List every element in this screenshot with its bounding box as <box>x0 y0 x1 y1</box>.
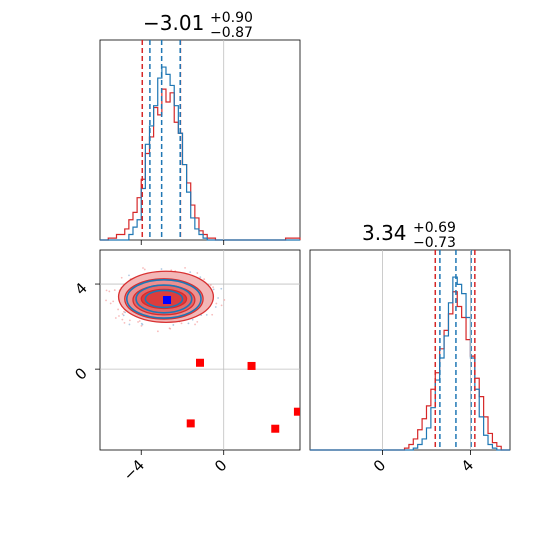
sample-point <box>217 297 220 299</box>
histogram-frame-param-2 <box>309 249 511 451</box>
title-param-1: −3.01 +0.90 −0.87 <box>143 10 253 41</box>
title-param-2-plus: +0.69 <box>413 220 456 236</box>
histogram-panel-param-1 <box>99 39 301 241</box>
sample-point <box>137 321 139 323</box>
blue-contour-level-2 <box>144 289 184 309</box>
sample-point <box>120 276 123 279</box>
title-param-1-median: −3.01 <box>143 11 204 35</box>
sample-point <box>113 289 116 291</box>
sample-point <box>117 308 119 311</box>
sample-point <box>121 313 124 315</box>
sample-point <box>122 314 125 317</box>
sample-point <box>180 322 183 325</box>
hist2-xtick-label-0: 0 <box>370 456 389 475</box>
sample-point <box>189 271 192 274</box>
histogram-frame-param-1 <box>99 39 301 241</box>
blue-contour-level-0 <box>126 278 202 319</box>
title-param-2-minus: −0.73 <box>413 235 456 251</box>
hist2-xtick-label-1: 4 <box>458 456 477 475</box>
sample-point <box>209 284 212 286</box>
sample-point <box>123 310 125 313</box>
sample-point <box>105 299 107 302</box>
sample-point <box>214 306 217 308</box>
sample-point <box>140 322 143 325</box>
red-square-marker-1 <box>247 361 256 370</box>
sample-point <box>187 322 190 325</box>
sample-point <box>128 319 131 322</box>
sample-point <box>160 268 163 270</box>
sample-point <box>114 317 117 319</box>
histogram-red-series-param-1 <box>100 88 301 241</box>
sample-point <box>108 290 111 293</box>
joint-ytick-label-0: 4 <box>71 279 90 298</box>
sample-point <box>128 323 131 326</box>
sample-point <box>220 287 223 290</box>
sample-point <box>212 288 215 291</box>
blue-square-marker <box>163 296 172 304</box>
sample-point <box>172 324 175 326</box>
sample-point <box>220 304 223 307</box>
sample-point <box>212 286 215 289</box>
red-square-marker-4 <box>293 407 300 416</box>
blue-contour-level-1 <box>135 284 193 314</box>
sample-point <box>211 313 214 316</box>
sample-point <box>121 318 124 321</box>
sample-point <box>196 320 199 323</box>
title-param-1-minus: −0.87 <box>210 25 253 41</box>
sample-point <box>112 300 115 303</box>
sample-point <box>194 323 196 326</box>
sample-point <box>199 276 202 279</box>
sample-point <box>203 278 206 281</box>
sample-point <box>105 289 108 292</box>
sample-point <box>169 327 172 330</box>
sample-point <box>109 302 112 305</box>
red-square-marker-3 <box>271 424 280 433</box>
sample-point <box>215 302 218 305</box>
sample-point <box>138 320 141 322</box>
sample-point <box>223 299 226 301</box>
joint-content <box>100 250 300 450</box>
sample-point <box>140 324 143 327</box>
sample-point <box>184 267 186 269</box>
sample-point <box>196 272 199 274</box>
sample-point <box>128 274 130 277</box>
joint-xtick-label-1: 0 <box>211 456 230 475</box>
red-square-marker-2 <box>186 419 195 428</box>
sample-point <box>191 318 194 321</box>
joint-xtick-label-0: −4 <box>120 456 148 484</box>
histogram-panel-param-2 <box>309 249 511 451</box>
histogram-blue-series-param-1 <box>100 66 300 241</box>
title-param-2: 3.34 +0.69 −0.73 <box>362 220 456 251</box>
joint-ytick-label-1: 0 <box>71 364 90 383</box>
title-param-1-plus: +0.90 <box>210 10 253 26</box>
joint-panel <box>99 249 301 451</box>
sample-point <box>143 268 146 271</box>
red-square-marker-0 <box>196 358 204 367</box>
sample-point <box>156 330 159 333</box>
sample-point <box>118 315 120 317</box>
sample-point <box>170 269 173 272</box>
histogram-blue-series-param-2 <box>310 276 510 451</box>
sample-point <box>142 267 144 269</box>
title-param-2-median: 3.34 <box>362 221 407 245</box>
sample-point <box>205 313 208 316</box>
sample-point <box>123 321 126 324</box>
